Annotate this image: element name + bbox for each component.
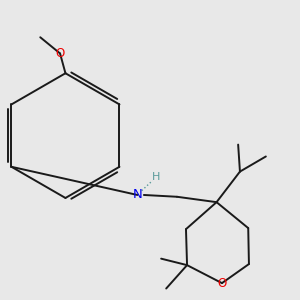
Text: O: O [217,277,226,290]
Text: N: N [133,188,142,202]
Text: O: O [56,47,65,60]
Text: H: H [152,172,160,182]
